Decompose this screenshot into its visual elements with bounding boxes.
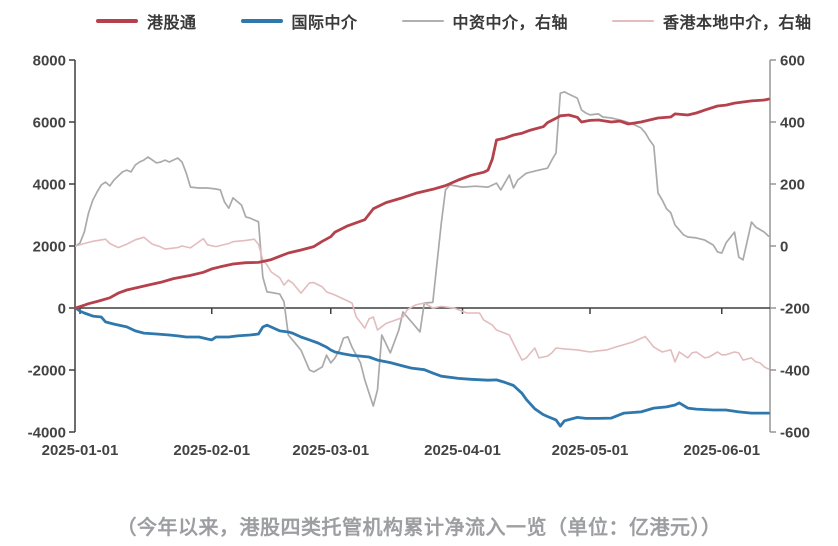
x-axis-label: 2025-01-01 <box>42 442 119 459</box>
series-line-intl-brokers <box>74 306 770 428</box>
legend-item-2[interactable]: 中资中介，右轴 <box>401 9 569 33</box>
legend-item-0[interactable]: 港股通 <box>96 9 197 33</box>
y-axis-right-label: 200 <box>780 177 805 194</box>
y-axis-left-label: 4000 <box>33 177 66 194</box>
line-chart-canvas: 80006000400020000-2000-40006004002000-20… <box>28 53 810 460</box>
series-line-southbound <box>74 97 770 310</box>
y-axis-right-label: 400 <box>780 115 805 132</box>
legend-item-label: 国际中介 <box>291 15 358 32</box>
x-axis-label: 2025-04-01 <box>424 442 501 459</box>
y-axis-left-label: 8000 <box>33 53 66 70</box>
y-axis-right-label: 600 <box>780 53 805 70</box>
y-axis-right-label: -400 <box>780 363 810 380</box>
legend-item-label: 香港本地中介，右轴 <box>663 15 812 32</box>
legend-item-3[interactable]: 香港本地中介，右轴 <box>612 9 812 33</box>
legend-item-label: 中资中介，右轴 <box>452 15 569 32</box>
legend-line-swatch <box>240 19 283 23</box>
x-axis-label: 2025-03-01 <box>292 442 369 459</box>
x-axis-label: 2025-06-01 <box>683 442 760 459</box>
y-axis-right-label: -200 <box>780 301 810 318</box>
y-axis-right-label: -600 <box>780 425 810 442</box>
legend-item-1[interactable]: 国际中介 <box>240 9 358 33</box>
y-axis-left-label: 2000 <box>33 239 66 256</box>
y-axis-left-label: 0 <box>58 301 66 318</box>
y-axis-left-label: -2000 <box>28 363 66 380</box>
y-axis-left-label: -4000 <box>28 425 66 442</box>
y-axis-right-label: 0 <box>780 239 788 256</box>
x-axis-label: 2025-02-01 <box>173 442 250 459</box>
legend-item-label: 港股通 <box>147 15 197 32</box>
chart-caption: （今年以来，港股四类托管机构累计净流入一览（单位：亿港元）） <box>116 517 722 539</box>
chart-legend: 港股通 国际中介 中资中介，右轴 香港本地中介，右轴 <box>96 9 812 33</box>
legend-line-swatch <box>96 19 138 23</box>
legend-line-swatch <box>401 19 444 23</box>
y-axis-left-label: 6000 <box>33 115 66 132</box>
series-line-hk-local-brokers <box>75 236 770 370</box>
series-line-cn-brokers <box>74 91 770 407</box>
legend-line-swatch <box>612 19 655 23</box>
x-axis-label: 2025-05-01 <box>552 442 629 459</box>
